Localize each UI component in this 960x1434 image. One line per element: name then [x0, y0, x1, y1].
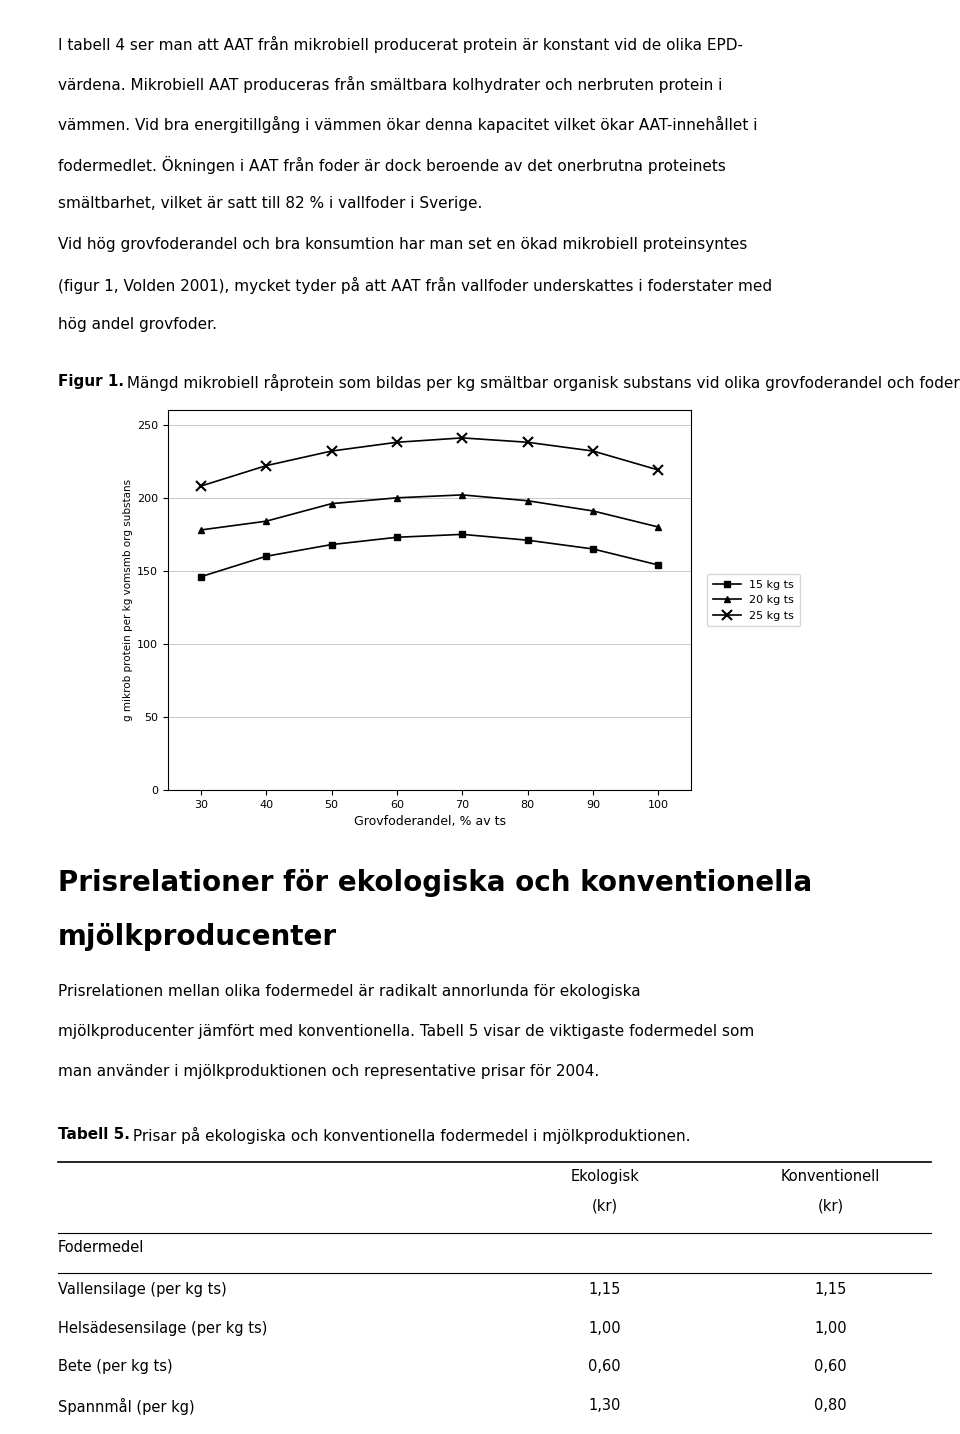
- Text: Prisar på ekologiska och konventionella fodermedel i mjölkproduktionen.: Prisar på ekologiska och konventionella …: [128, 1127, 690, 1144]
- Text: värdena. Mikrobiell AAT produceras från smältbara kolhydrater och nerbruten prot: värdena. Mikrobiell AAT produceras från …: [58, 76, 722, 93]
- 20 kg ts: [522, 492, 534, 509]
- Text: 1,15: 1,15: [814, 1282, 847, 1296]
- Text: (figur 1, Volden 2001), mycket tyder på att AAT från vallfoder underskattes i fo: (figur 1, Volden 2001), mycket tyder på …: [58, 277, 772, 294]
- Text: 0,60: 0,60: [588, 1359, 621, 1374]
- Line: 15 kg ts: 15 kg ts: [197, 531, 662, 581]
- 25 kg ts: [522, 433, 534, 450]
- 20 kg ts: [260, 512, 272, 529]
- 25 kg ts: [260, 457, 272, 475]
- 20 kg ts: [588, 502, 599, 519]
- Text: Ekologisk: Ekologisk: [570, 1169, 639, 1183]
- 25 kg ts: [391, 433, 402, 450]
- Text: fodermedlet. Ökningen i AAT från foder är dock beroende av det onerbrutna protei: fodermedlet. Ökningen i AAT från foder ä…: [58, 156, 726, 175]
- 15 kg ts: [260, 548, 272, 565]
- 20 kg ts: [653, 519, 664, 536]
- Text: 1,15: 1,15: [588, 1282, 621, 1296]
- Text: man använder i mjölkproduktionen och representative prisar för 2004.: man använder i mjölkproduktionen och rep…: [58, 1064, 599, 1078]
- Text: (kr): (kr): [591, 1199, 618, 1213]
- Text: Prisrelationen mellan olika fodermedel är radikalt annorlunda för ekologiska: Prisrelationen mellan olika fodermedel ä…: [58, 984, 640, 998]
- 25 kg ts: [325, 443, 337, 460]
- Text: Prisrelationer för ekologiska och konventionella: Prisrelationer för ekologiska och konven…: [58, 869, 812, 898]
- Legend: 15 kg ts, 20 kg ts, 25 kg ts: 15 kg ts, 20 kg ts, 25 kg ts: [708, 574, 800, 627]
- 15 kg ts: [457, 526, 468, 543]
- 15 kg ts: [522, 532, 534, 549]
- Text: Konventionell: Konventionell: [780, 1169, 880, 1183]
- Text: mjölkproducenter: mjölkproducenter: [58, 923, 337, 952]
- Line: 20 kg ts: 20 kg ts: [197, 492, 662, 533]
- 20 kg ts: [391, 489, 402, 506]
- 25 kg ts: [195, 478, 206, 495]
- Text: Mängd mikrobiell råprotein som bildas per kg smältbar organisk substans vid olik: Mängd mikrobiell råprotein som bildas pe…: [122, 374, 960, 391]
- Text: Tabell 5.: Tabell 5.: [58, 1127, 130, 1141]
- 25 kg ts: [653, 462, 664, 479]
- Text: I tabell 4 ser man att AAT från mikrobiell producerat protein är konstant vid de: I tabell 4 ser man att AAT från mikrobie…: [58, 36, 743, 53]
- Text: Vallensilage (per kg ts): Vallensilage (per kg ts): [58, 1282, 227, 1296]
- Text: Fodermedel: Fodermedel: [58, 1240, 144, 1255]
- X-axis label: Grovfoderandel, % av ts: Grovfoderandel, % av ts: [353, 816, 506, 829]
- Text: mjölkproducenter jämfört med konventionella. Tabell 5 visar de viktigaste foderm: mjölkproducenter jämfört med konventione…: [58, 1024, 754, 1038]
- Line: 25 kg ts: 25 kg ts: [196, 433, 663, 490]
- 15 kg ts: [588, 541, 599, 558]
- 20 kg ts: [195, 522, 206, 539]
- Text: hög andel grovfoder.: hög andel grovfoder.: [58, 317, 217, 331]
- Text: Bete (per kg ts): Bete (per kg ts): [58, 1359, 172, 1374]
- Text: 1,00: 1,00: [814, 1321, 847, 1335]
- Text: Helsädesensilage (per kg ts): Helsädesensilage (per kg ts): [58, 1321, 267, 1335]
- Text: smältbarhet, vilket är satt till 82 % i vallfoder i Sverige.: smältbarhet, vilket är satt till 82 % i …: [58, 196, 482, 211]
- Text: (kr): (kr): [817, 1199, 844, 1213]
- 20 kg ts: [325, 495, 337, 512]
- Text: vämmen. Vid bra energitillgång i vämmen ökar denna kapacitet vilket ökar AAT-inn: vämmen. Vid bra energitillgång i vämmen …: [58, 116, 757, 133]
- Text: Figur 1.: Figur 1.: [58, 374, 124, 389]
- 25 kg ts: [457, 429, 468, 446]
- 15 kg ts: [195, 568, 206, 585]
- Text: 1,00: 1,00: [588, 1321, 621, 1335]
- Text: Spannmål (per kg): Spannmål (per kg): [58, 1398, 194, 1415]
- 20 kg ts: [457, 486, 468, 503]
- 15 kg ts: [325, 536, 337, 554]
- 25 kg ts: [588, 443, 599, 460]
- Text: 1,30: 1,30: [588, 1398, 621, 1412]
- 15 kg ts: [391, 529, 402, 546]
- Text: 0,60: 0,60: [814, 1359, 847, 1374]
- Text: 0,80: 0,80: [814, 1398, 847, 1412]
- Text: Vid hög grovfoderandel och bra konsumtion har man set en ökad mikrobiell protein: Vid hög grovfoderandel och bra konsumtio…: [58, 237, 747, 251]
- 15 kg ts: [653, 556, 664, 574]
- Y-axis label: g mikrob protein per kg vomsmb org substans: g mikrob protein per kg vomsmb org subst…: [123, 479, 133, 721]
